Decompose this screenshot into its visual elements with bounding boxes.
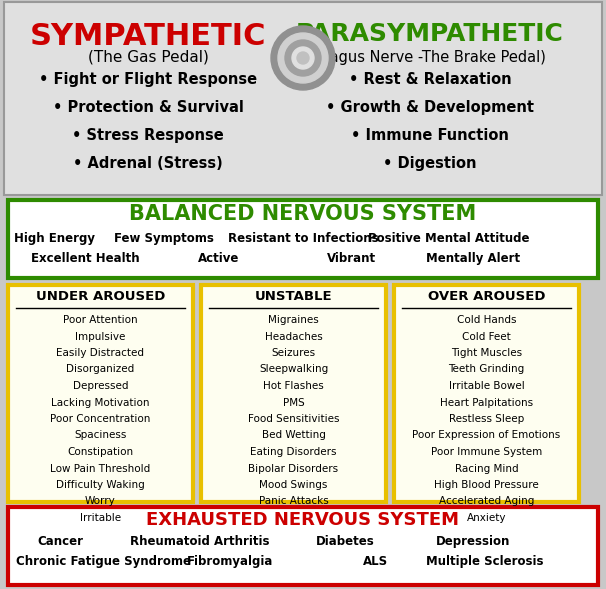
Circle shape bbox=[297, 52, 309, 64]
Text: Cancer: Cancer bbox=[38, 535, 84, 548]
Text: Sleepwalking: Sleepwalking bbox=[259, 365, 328, 375]
Text: Cold Feet: Cold Feet bbox=[462, 332, 511, 342]
Text: Spaciness: Spaciness bbox=[75, 431, 127, 441]
Circle shape bbox=[271, 26, 335, 90]
Text: SYMPATHETIC: SYMPATHETIC bbox=[30, 22, 266, 51]
Text: Diabetes: Diabetes bbox=[316, 535, 375, 548]
Text: Irritable Bowel: Irritable Bowel bbox=[448, 381, 524, 391]
Text: Depressed: Depressed bbox=[73, 381, 128, 391]
Text: Fibromyalgia: Fibromyalgia bbox=[187, 555, 273, 568]
Text: Poor Immune System: Poor Immune System bbox=[431, 447, 542, 457]
Text: Excellent Health: Excellent Health bbox=[30, 252, 139, 265]
Text: Accelerated Aging: Accelerated Aging bbox=[439, 497, 534, 507]
Text: • Growth & Development: • Growth & Development bbox=[326, 100, 534, 115]
Text: Depression: Depression bbox=[436, 535, 510, 548]
Text: PMS: PMS bbox=[282, 398, 304, 408]
Text: (The Gas Pedal): (The Gas Pedal) bbox=[87, 50, 208, 65]
Text: Restless Sleep: Restless Sleep bbox=[449, 414, 524, 424]
Text: Food Sensitivities: Food Sensitivities bbox=[248, 414, 339, 424]
Text: Lacking Motivation: Lacking Motivation bbox=[52, 398, 150, 408]
Text: ALS: ALS bbox=[363, 555, 388, 568]
Text: Headaches: Headaches bbox=[265, 332, 322, 342]
Text: Mentally Alert: Mentally Alert bbox=[425, 252, 520, 265]
Text: High Energy: High Energy bbox=[14, 232, 95, 245]
FancyBboxPatch shape bbox=[8, 507, 598, 585]
Text: Low Pain Threshold: Low Pain Threshold bbox=[50, 464, 151, 474]
Text: Worry: Worry bbox=[85, 497, 116, 507]
Text: Constipation: Constipation bbox=[67, 447, 133, 457]
FancyBboxPatch shape bbox=[394, 285, 579, 502]
Text: Bipolar Disorders: Bipolar Disorders bbox=[248, 464, 339, 474]
Text: PARASYMPATHETIC: PARASYMPATHETIC bbox=[296, 22, 564, 46]
Text: Chronic Fatigue Syndrome: Chronic Fatigue Syndrome bbox=[16, 555, 190, 568]
Text: Vibrant: Vibrant bbox=[327, 252, 376, 265]
Text: Panic Attacks: Panic Attacks bbox=[259, 497, 328, 507]
Text: • Protection & Survival: • Protection & Survival bbox=[53, 100, 244, 115]
Text: Irritable: Irritable bbox=[80, 513, 121, 523]
Text: UNSTABLE: UNSTABLE bbox=[255, 290, 332, 303]
Text: • Fight or Flight Response: • Fight or Flight Response bbox=[39, 72, 257, 87]
Text: Resistant to Infections: Resistant to Infections bbox=[228, 232, 378, 245]
Text: (Vagus Nerve -The Brake Pedal): (Vagus Nerve -The Brake Pedal) bbox=[315, 50, 545, 65]
Text: Eating Disorders: Eating Disorders bbox=[250, 447, 337, 457]
Text: Few Symptoms: Few Symptoms bbox=[114, 232, 213, 245]
Text: Impulsive: Impulsive bbox=[75, 332, 125, 342]
Circle shape bbox=[285, 40, 321, 76]
Text: High Blood Pressure: High Blood Pressure bbox=[434, 480, 539, 490]
Text: Tight Muscles: Tight Muscles bbox=[451, 348, 522, 358]
Text: EXHAUSTED NERVOUS SYSTEM: EXHAUSTED NERVOUS SYSTEM bbox=[147, 511, 459, 529]
Text: Migraines: Migraines bbox=[268, 315, 319, 325]
Text: Teeth Grinding: Teeth Grinding bbox=[448, 365, 525, 375]
Text: Disorganized: Disorganized bbox=[67, 365, 135, 375]
FancyBboxPatch shape bbox=[8, 200, 598, 278]
Text: Difficulty Waking: Difficulty Waking bbox=[56, 480, 145, 490]
Text: BALANCED NERVOUS SYSTEM: BALANCED NERVOUS SYSTEM bbox=[129, 204, 477, 224]
Text: Poor Concentration: Poor Concentration bbox=[50, 414, 151, 424]
Text: • Adrenal (Stress): • Adrenal (Stress) bbox=[73, 156, 223, 171]
Circle shape bbox=[292, 47, 314, 69]
Text: Positive Mental Attitude: Positive Mental Attitude bbox=[368, 232, 529, 245]
Text: Rheumatoid Arthritis: Rheumatoid Arthritis bbox=[130, 535, 270, 548]
Text: Cold Hands: Cold Hands bbox=[457, 315, 516, 325]
Text: Heart Palpitations: Heart Palpitations bbox=[440, 398, 533, 408]
Text: Multiple Sclerosis: Multiple Sclerosis bbox=[426, 555, 544, 568]
Text: Mood Swings: Mood Swings bbox=[259, 480, 328, 490]
Text: • Digestion: • Digestion bbox=[383, 156, 477, 171]
Text: Bed Wetting: Bed Wetting bbox=[262, 431, 325, 441]
Text: • Rest & Relaxation: • Rest & Relaxation bbox=[348, 72, 511, 87]
FancyBboxPatch shape bbox=[4, 2, 602, 195]
Text: Hot Flashes: Hot Flashes bbox=[263, 381, 324, 391]
Circle shape bbox=[278, 33, 328, 83]
Text: Anxiety: Anxiety bbox=[467, 513, 506, 523]
FancyBboxPatch shape bbox=[201, 285, 386, 502]
Text: OVER AROUSED: OVER AROUSED bbox=[428, 290, 545, 303]
Text: • Stress Response: • Stress Response bbox=[72, 128, 224, 143]
Text: Poor Expression of Emotions: Poor Expression of Emotions bbox=[412, 431, 561, 441]
Text: Easily Distracted: Easily Distracted bbox=[56, 348, 144, 358]
Text: • Immune Function: • Immune Function bbox=[351, 128, 509, 143]
Text: Racing Mind: Racing Mind bbox=[454, 464, 518, 474]
Text: Active: Active bbox=[198, 252, 239, 265]
FancyBboxPatch shape bbox=[8, 285, 193, 502]
Text: Poor Attention: Poor Attention bbox=[63, 315, 138, 325]
Text: UNDER AROUSED: UNDER AROUSED bbox=[36, 290, 165, 303]
Text: Seizures: Seizures bbox=[271, 348, 316, 358]
